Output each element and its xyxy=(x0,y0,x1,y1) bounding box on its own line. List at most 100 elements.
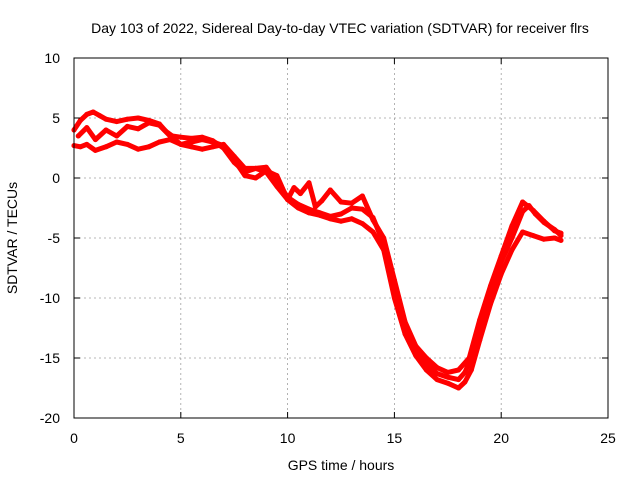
data-point xyxy=(291,185,297,191)
data-point xyxy=(295,205,301,211)
data-point xyxy=(445,380,451,386)
data-point xyxy=(103,127,109,133)
data-point xyxy=(413,353,419,359)
data-point xyxy=(317,212,323,218)
data-point xyxy=(468,367,474,373)
data-point xyxy=(488,301,493,307)
y-tick-label: 5 xyxy=(52,110,60,126)
data-point xyxy=(210,144,216,150)
data-point xyxy=(349,216,355,222)
x-tick-label: 20 xyxy=(493,430,509,446)
data-point xyxy=(391,295,397,301)
data-point xyxy=(135,126,141,132)
data-point xyxy=(97,113,103,119)
y-tick-label: 10 xyxy=(44,50,60,66)
data-point xyxy=(434,377,440,383)
data-point xyxy=(327,216,333,222)
data-point xyxy=(552,228,558,234)
y-tick-label: -5 xyxy=(48,230,61,246)
data-point xyxy=(456,367,461,373)
data-point xyxy=(530,207,536,213)
data-point xyxy=(178,141,184,147)
data-point xyxy=(77,117,83,123)
data-point xyxy=(359,206,365,212)
series-line-track-c xyxy=(75,120,564,375)
data-point xyxy=(114,133,120,139)
data-point xyxy=(488,283,493,289)
data-point xyxy=(434,371,440,377)
y-tick-labels: -20 -15 -10 -5 0 5 10 xyxy=(40,50,60,426)
data-point xyxy=(402,331,408,337)
data-point xyxy=(552,235,558,241)
data-point xyxy=(231,157,237,163)
data-point xyxy=(541,236,547,242)
x-tick-labels: 0 5 10 15 20 25 xyxy=(70,430,616,446)
chart-title: Day 103 of 2022, Sidereal Day-to-day VTE… xyxy=(91,20,589,36)
data-point xyxy=(84,125,90,131)
data-point xyxy=(92,147,98,153)
data-point xyxy=(135,146,141,152)
data-point xyxy=(462,379,468,385)
data-point xyxy=(338,218,344,224)
data-point xyxy=(156,122,162,128)
data-point xyxy=(509,247,515,253)
data-point xyxy=(541,218,547,224)
data-point xyxy=(114,119,120,125)
data-point xyxy=(456,377,461,383)
x-tick-label: 10 xyxy=(280,430,296,446)
data-point xyxy=(103,116,109,122)
data-point xyxy=(297,191,303,197)
data-point xyxy=(327,187,333,193)
data-point xyxy=(423,367,429,373)
data-point xyxy=(306,180,312,186)
data-point xyxy=(77,144,83,150)
data-point xyxy=(530,233,536,239)
data-point xyxy=(349,205,355,211)
data-point xyxy=(359,221,365,227)
axis-ticks xyxy=(73,57,609,419)
data-point xyxy=(178,134,184,140)
x-axis-label: GPS time / hours xyxy=(288,457,395,473)
y-tick-label: -20 xyxy=(40,410,60,426)
data-point xyxy=(210,139,216,145)
data-point xyxy=(146,144,152,150)
data-point xyxy=(274,173,280,179)
data-point xyxy=(103,144,109,150)
data-point xyxy=(253,175,259,181)
data-point xyxy=(114,139,120,145)
data-point xyxy=(285,197,291,203)
data-point xyxy=(509,223,515,229)
data-point xyxy=(370,229,376,235)
data-point xyxy=(75,133,81,139)
data-point xyxy=(242,173,248,179)
grid-lines xyxy=(74,58,608,418)
data-point xyxy=(456,385,461,391)
data-point xyxy=(445,374,451,380)
data-point xyxy=(338,199,344,205)
data-point xyxy=(558,230,564,236)
series-line-track-a xyxy=(71,109,564,383)
data-point xyxy=(312,204,318,210)
data-point xyxy=(263,164,269,170)
data-point xyxy=(434,365,440,371)
x-tick-label: 5 xyxy=(177,430,185,446)
data-point xyxy=(370,217,376,223)
data-point xyxy=(135,115,141,121)
data-point xyxy=(189,139,194,145)
data-point xyxy=(84,111,90,117)
data-point xyxy=(445,369,451,375)
y-tick-label: -15 xyxy=(40,350,60,366)
data-point xyxy=(156,139,162,145)
data-point xyxy=(520,199,526,205)
y-tick-label: 0 xyxy=(52,170,60,186)
data-point xyxy=(520,229,526,235)
data-point xyxy=(466,355,472,361)
data-point xyxy=(306,210,312,216)
data-point xyxy=(477,337,483,343)
data-point xyxy=(199,137,205,143)
data-point xyxy=(477,317,483,323)
data-point xyxy=(92,137,98,143)
x-tick-label: 0 xyxy=(70,430,78,446)
data-point xyxy=(359,193,365,199)
